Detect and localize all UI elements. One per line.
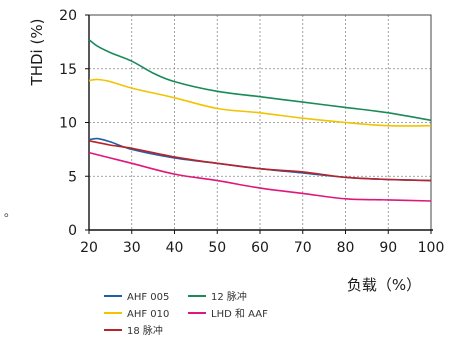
y-tick-label: 5 [68,169,77,185]
y-tick-label: 20 [59,8,77,24]
y-tick-label: 15 [59,62,77,78]
x-tick-label: 100 [418,240,445,256]
x-tick-label: 90 [379,240,397,256]
y-tick-label: 0 [68,223,77,239]
x-axis-label: 负载（%） [347,276,421,294]
series-line-2 [88,78,432,127]
axes [85,14,433,234]
x-tick-label: 40 [166,240,184,256]
x-tick-label: 80 [337,240,355,256]
stray-mark: 。 [4,205,17,219]
legend-label: 12 脉冲 [211,290,247,303]
series-lines [88,39,432,202]
legend-label: AHF 005 [127,292,169,303]
series-line-3 [88,140,432,182]
x-tick-label: 30 [123,240,141,256]
y-tick-label: 10 [59,116,77,132]
x-tick-label: 60 [251,240,269,256]
series-line-4 [88,39,432,122]
y-axis-label: THDi (%) [28,19,46,87]
series-line-5 [88,151,432,202]
legend-label: LHD 和 AAF [211,308,268,320]
x-tick-label: 70 [294,240,312,256]
x-tick-label: 20 [80,240,98,256]
legend: AHF 005 AHF 010 18 脉冲 12 脉冲 LHD 和 AAF [104,290,268,337]
grid [89,15,431,230]
legend-label: AHF 010 [127,309,169,320]
tick-labels: 0 5 10 15 20 20 30 40 50 60 70 80 90 100 [59,8,444,256]
legend-label: 18 脉冲 [127,324,163,337]
x-tick-label: 50 [208,240,226,256]
